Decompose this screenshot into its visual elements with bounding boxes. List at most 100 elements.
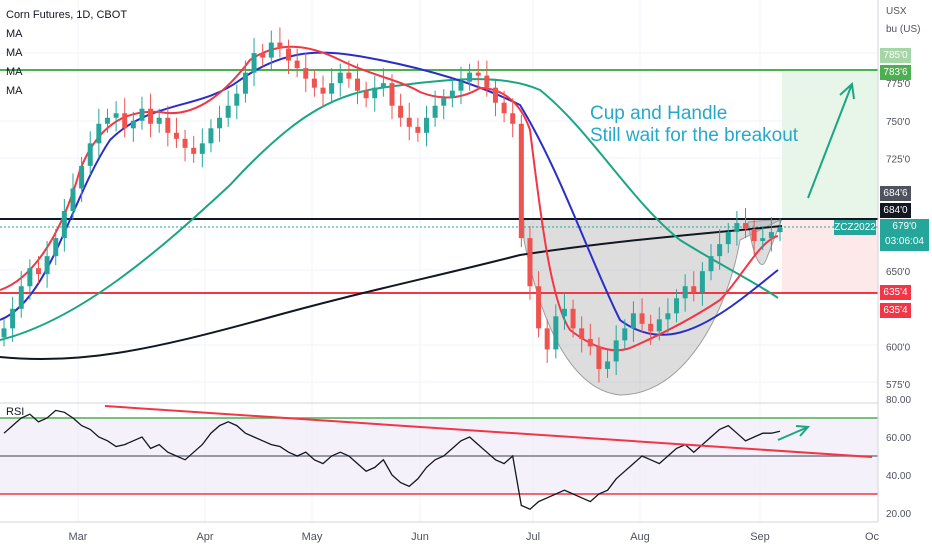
cup-shape: [523, 218, 783, 396]
candle-body: [329, 83, 335, 94]
candle-body: [648, 323, 654, 332]
ma-200-line: [0, 225, 783, 361]
candle-body: [570, 308, 576, 329]
candle-body: [544, 328, 550, 350]
currency-unit: USX: [886, 6, 907, 17]
candle-body: [191, 147, 197, 154]
price-tick-label: 600'0: [886, 342, 911, 353]
candle-body: [130, 120, 136, 129]
badge-breakout-upper: 684'6: [880, 186, 911, 201]
candle-body: [234, 93, 240, 106]
candle-body: [148, 108, 154, 124]
current-price-box: 679'0 03:06:04: [880, 219, 929, 251]
candle-body: [208, 128, 214, 144]
candle-body: [536, 286, 542, 329]
annotation-line-1: Cup and Handle: [590, 103, 728, 124]
rsi-tick-label: 60.00: [886, 433, 911, 444]
candle-body: [372, 87, 378, 99]
time-tick-labels: Mar Apr May Jun Jul Aug Sep Oc: [69, 531, 880, 543]
time-tick-label: May: [302, 531, 323, 543]
candle-body: [458, 81, 464, 91]
quantity-unit: bu (US): [886, 24, 921, 35]
candle-body: [475, 72, 481, 76]
badge-resistance: 783'6: [880, 65, 911, 80]
candle-body: [27, 268, 33, 287]
candle-body: [182, 138, 188, 148]
candle-body: [44, 256, 50, 275]
candle-body: [18, 286, 24, 309]
time-tick-label: Mar: [69, 531, 88, 543]
candle-body: [311, 78, 317, 88]
rsi-tick-label: 20.00: [886, 509, 911, 520]
candle-body: [622, 328, 628, 341]
candle-body: [734, 223, 740, 233]
candle-body: [708, 256, 714, 272]
ma-legend-2[interactable]: MA: [6, 47, 23, 59]
candle-body: [699, 271, 705, 293]
candle-body: [294, 60, 300, 69]
rsi-tick-labels: 80.00 60.00 40.00 20.00: [886, 395, 911, 520]
candle-body: [217, 117, 223, 129]
candle-body: [691, 286, 697, 293]
candle-body: [199, 143, 205, 154]
candle-body: [156, 117, 162, 124]
candle-body: [363, 90, 369, 99]
rsi-arrow: [777, 425, 811, 441]
candle-body: [561, 308, 567, 317]
target-zone: [782, 71, 878, 219]
candle-body: [277, 42, 283, 49]
candle-body: [639, 313, 645, 324]
ma-legend-4[interactable]: MA: [6, 85, 23, 97]
time-tick-label: Aug: [630, 531, 650, 543]
candle-body: [518, 123, 524, 239]
candle-body: [70, 188, 76, 212]
candle-body: [113, 113, 119, 118]
ma-100-line: [0, 78, 779, 341]
time-tick-label: Apr: [196, 531, 213, 543]
candle-body: [415, 126, 421, 133]
chart-annotation[interactable]: Cup and Handle Still wait for the breako…: [590, 103, 798, 147]
ma-legend-1[interactable]: MA: [6, 28, 23, 40]
candle-body: [165, 117, 171, 133]
candle-body: [423, 117, 429, 133]
time-tick-label: Oc: [865, 531, 880, 543]
candle-body: [286, 48, 292, 61]
time-tick-label: Jun: [411, 531, 429, 543]
time-tick-label: Sep: [750, 531, 770, 543]
badge-breakout: 684'0: [880, 203, 911, 218]
candle-body: [656, 319, 662, 332]
ma-legend-3[interactable]: MA: [6, 66, 23, 78]
candle-body: [389, 83, 395, 106]
candle-body: [587, 338, 593, 347]
candle-body: [725, 232, 731, 245]
symbol-title[interactable]: Corn Futures, 1D, CBOT: [6, 9, 128, 21]
candle-body: [268, 42, 274, 58]
price-tick-label: 775'0: [886, 79, 911, 90]
candles: [1, 27, 783, 383]
candle-body: [406, 117, 412, 127]
candle-body: [251, 53, 257, 73]
candle-body: [61, 211, 67, 239]
candle-body: [303, 68, 309, 79]
price-tick-label: 575'0: [886, 380, 911, 391]
candle-body: [630, 313, 636, 329]
candle-body: [10, 308, 16, 329]
candle-body: [1, 328, 7, 338]
rsi-tick-label: 40.00: [886, 471, 911, 482]
candle-body: [53, 238, 59, 257]
bar-countdown: 03:06:04: [885, 236, 924, 247]
breakout-arrow: [807, 81, 855, 199]
candle-body: [467, 72, 473, 82]
candle-body: [242, 72, 248, 94]
candle-body: [355, 78, 361, 91]
rsi-line: [3, 409, 781, 510]
candle-body: [398, 105, 404, 118]
price-tick-label: 650'0: [886, 267, 911, 278]
candle-body: [484, 75, 490, 88]
candle-body: [104, 117, 110, 124]
candle-body: [79, 165, 85, 189]
candle-body: [613, 340, 619, 362]
candle-body: [596, 346, 602, 369]
time-tick-label: Jul: [526, 531, 540, 543]
